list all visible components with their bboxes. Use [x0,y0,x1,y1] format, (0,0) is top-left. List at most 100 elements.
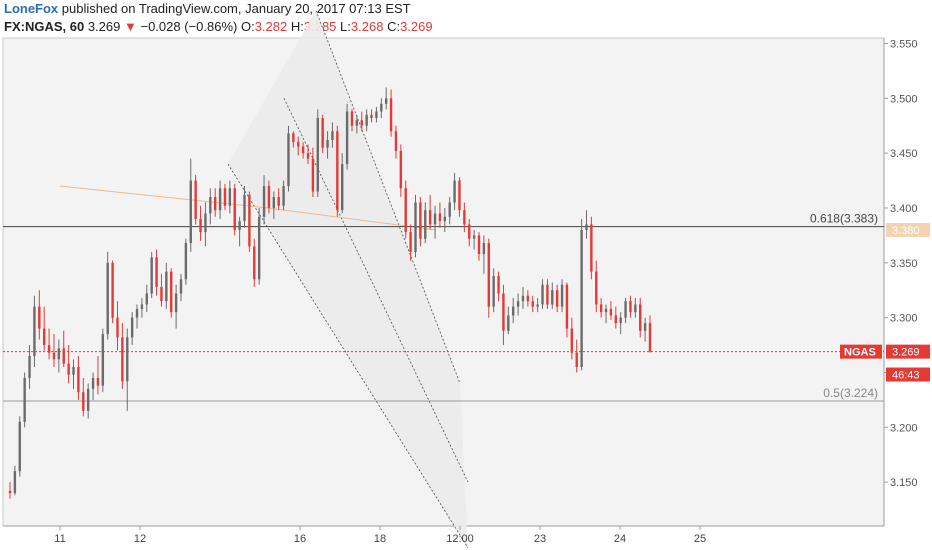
candle [38,290,41,340]
candle-body [468,224,471,239]
high-label: H: [290,19,304,34]
candle-body [184,243,188,280]
candle-body [287,133,290,187]
x-tick-label: 23 [534,533,546,545]
candle-body [487,243,490,307]
candle [448,197,451,225]
candle-body [551,290,554,305]
candle [560,279,564,313]
candle [243,186,246,228]
candle [272,191,276,219]
candle-body [199,218,202,233]
y-tick-label: 3.500 [890,93,918,105]
candle [57,339,61,373]
candle-body [516,301,520,307]
candle-body [326,139,329,148]
candle-body [116,317,119,338]
candle-body [541,284,544,305]
candle [101,328,105,393]
channel-upper-line [315,10,461,384]
candle [355,114,359,134]
candle [409,224,412,261]
candle [458,177,461,217]
candle [42,306,46,351]
candle-body [77,366,80,393]
price-axis-panel [884,38,932,550]
candle [130,312,134,346]
candle [375,107,378,123]
candle [399,144,403,198]
candle [629,295,632,318]
candle [126,328,129,411]
candle-body [238,221,241,230]
candle [414,194,417,258]
fib-level-label: 0.618(3.383) [810,212,878,226]
candle [233,183,236,236]
candle-body [614,315,618,324]
candle [170,268,173,318]
candle [174,284,178,329]
candle-body [262,186,266,217]
candle [536,297,539,313]
candle-body [135,308,139,318]
down-arrow-icon: ▼ [123,19,137,34]
candle-body [375,111,378,119]
candle-body [448,202,451,217]
candle-body [189,180,192,244]
candle-body [28,356,31,378]
candle-body [585,224,588,230]
candle [228,180,232,214]
candle-body [360,120,363,126]
candle-body [409,232,412,252]
candle [179,273,183,302]
candle [82,377,85,417]
candle [28,345,31,389]
candle-body [121,337,124,382]
candle-body [301,146,305,154]
candle-body [204,213,207,233]
candle [184,238,188,285]
published-text: published on TradingView.com, January 20… [58,1,411,16]
candle [77,356,80,400]
candle-body [233,188,236,230]
candle [419,197,422,247]
candle-body [209,197,212,214]
candle-body [253,246,256,280]
candle [326,131,329,159]
y-tick-label: 3.550 [890,38,918,50]
candle [463,202,466,233]
candle [521,286,525,309]
candle [604,304,608,324]
candle-body [624,301,627,318]
candle [648,315,652,353]
candle [96,356,100,395]
close-value: 3.269 [400,19,433,34]
candle-body [292,133,295,143]
candle [424,202,427,244]
symbol-label[interactable]: FX:NGAS, 60 [4,19,85,34]
close-label: C: [387,19,401,34]
candle-body [599,304,603,313]
candle [111,260,114,324]
candle-body [595,271,598,305]
candle [580,218,583,371]
candle-body [277,197,280,206]
candle-body [477,235,481,255]
candle [248,191,251,252]
candle-body [604,308,608,313]
candle [433,205,437,239]
candle [546,279,549,309]
author-link[interactable]: LoneFox [4,1,59,16]
candle-body [433,213,437,225]
candle [160,273,163,307]
candle [394,125,398,159]
candle [282,180,285,211]
candle-body [272,197,276,208]
candle-body [165,271,168,302]
candle-body [580,229,583,367]
candle-body [67,363,70,375]
symbol-tag-text: NGAS [844,347,876,359]
candle [555,284,559,313]
candle [316,109,319,198]
